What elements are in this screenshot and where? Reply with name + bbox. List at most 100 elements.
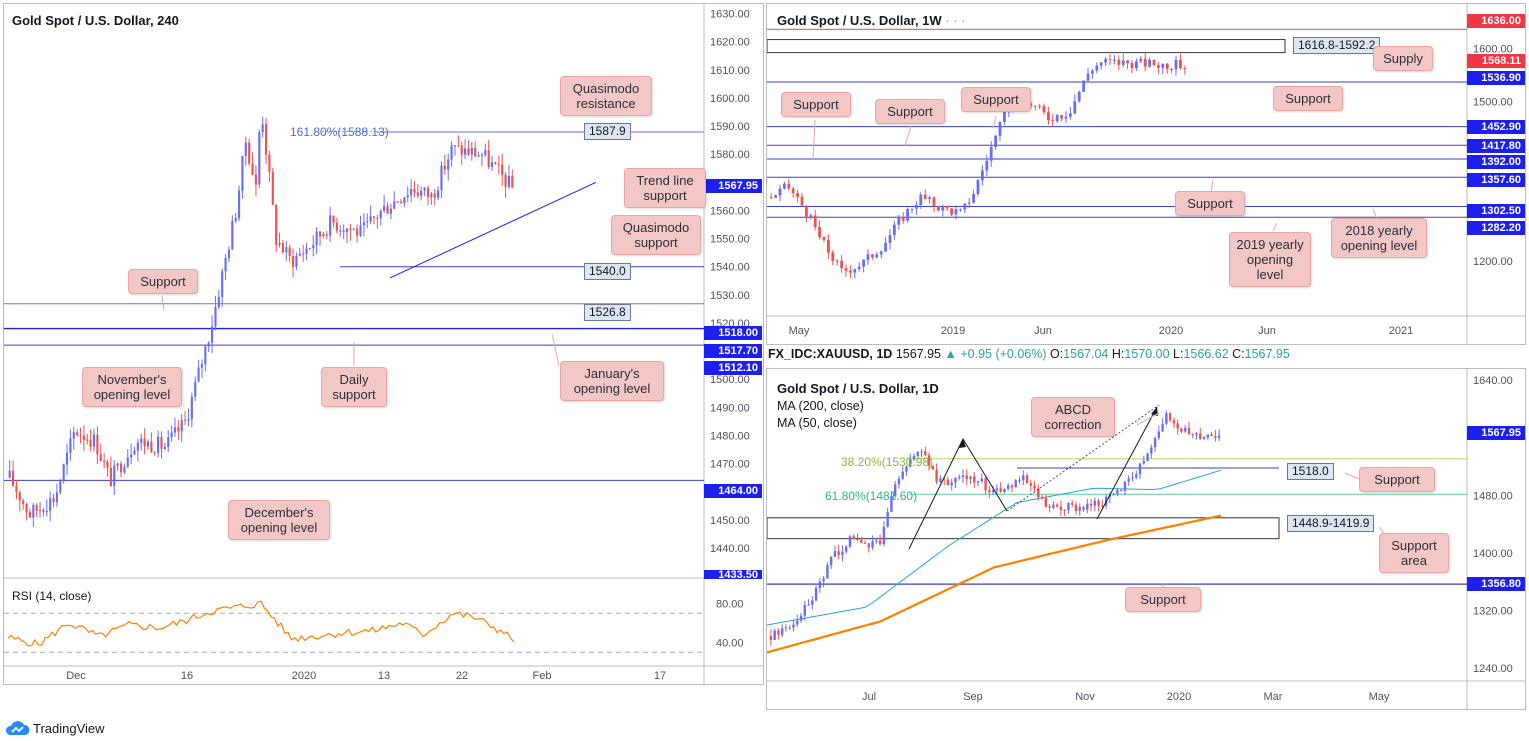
candle-240-candle <box>281 243 285 253</box>
candle-240-candle <box>221 271 224 297</box>
candle-daily-candle <box>991 490 995 493</box>
chart-daily-title: Gold Spot / U.S. Dollar, 1D <box>777 381 939 396</box>
candle-daily-candle <box>1180 428 1183 432</box>
candle-240-candle <box>153 452 156 454</box>
candle-daily-candle <box>1157 431 1161 439</box>
candle-weekly-candle <box>941 205 945 211</box>
candle-daily-candle <box>988 490 991 493</box>
title-dots: · · · <box>941 13 966 28</box>
candle-weekly-candle <box>972 194 976 203</box>
candle-weekly-candle <box>1152 59 1156 66</box>
candle-240-candle <box>278 243 281 245</box>
last-price-tag-weekly: 1568.11 <box>1467 54 1525 68</box>
candle-daily-candle <box>1014 480 1017 488</box>
candle-weekly-candle <box>928 197 932 200</box>
candle-240-candle <box>194 381 197 397</box>
candle-240-candle <box>399 202 403 204</box>
candle-240-candle <box>356 228 359 236</box>
callout-support-weekly-1: Support <box>781 92 851 117</box>
candle-weekly-candle <box>879 251 883 255</box>
candle-weekly-candle <box>857 266 861 270</box>
candle-240-candle <box>150 441 153 453</box>
x-tick-daily: May <box>1369 691 1390 703</box>
candle-240-candle <box>133 450 136 455</box>
level-label-1540: 1540.0 <box>584 263 631 280</box>
candle-240-candle <box>504 174 507 187</box>
candle-240-candle <box>140 438 143 443</box>
chart-weekly-title: Gold Spot / U.S. Dollar, 1W · · · <box>777 13 966 28</box>
chart-panel-240[interactable]: 1630.00 1620.00 1610.00 1600.00 1590.00 1580.… <box>3 3 764 685</box>
candle-daily-candle <box>1033 485 1036 489</box>
candle-240-candle <box>103 460 106 462</box>
candle-240-candle <box>173 427 177 433</box>
tradingview-logo[interactable]: TradingView <box>4 720 105 736</box>
chart-panel-weekly[interactable]: 1600.00 1500.00 1200.00 May 2019 Jun 2020 Jun 20… <box>766 3 1526 345</box>
chart-weekly-canvas[interactable]: 1600.00 1500.00 1200.00 May 2019 Jun 2020 Jun 20… <box>767 4 1525 344</box>
candle-weekly-candle <box>989 146 993 161</box>
callout-quasimodo-support: Quasimodo support <box>611 215 701 255</box>
support-zone-label: 1448.9-1419.9 <box>1287 515 1375 532</box>
candle-240-candle <box>25 503 28 513</box>
candle-weekly-candle <box>994 135 998 147</box>
candle-weekly-candle <box>1077 91 1081 102</box>
candle-daily-candle <box>1202 437 1206 440</box>
candle-daily-candle <box>1217 435 1221 438</box>
candle-weekly-candle <box>1170 69 1174 71</box>
candle-weekly-candle <box>791 188 795 194</box>
candle-240-candle <box>28 512 32 518</box>
candle-daily-candle <box>784 627 788 629</box>
candle-weekly-candle <box>1055 115 1059 122</box>
x-tick-weekly: 2019 <box>941 325 965 337</box>
candle-240-candle <box>167 437 170 447</box>
x-tick-weekly: May <box>789 325 810 337</box>
candle-240-candle <box>92 434 96 447</box>
candle-240-candle <box>342 230 345 233</box>
candle-240-candle <box>349 228 352 230</box>
candle-weekly-candle <box>1117 59 1121 65</box>
candle-240-candle <box>318 231 322 237</box>
candle-240-candle <box>501 164 504 175</box>
candle-daily-candle <box>1119 490 1123 492</box>
y-tick-240: 1530.00 <box>710 290 750 302</box>
candle-240-candle <box>258 132 261 185</box>
candle-daily-candle <box>1112 494 1115 496</box>
candle-240-candle <box>453 145 457 147</box>
chart-panel-daily[interactable]: 1640.00 1480.00 1400.00 1320.00 1240.00 Jul Se… <box>766 368 1526 710</box>
y-tick-240: 1540.00 <box>710 262 750 274</box>
candle-240-candle <box>383 205 386 211</box>
candle-240-candle <box>99 454 102 461</box>
candle-daily-candle <box>927 455 931 466</box>
candle-daily-candle <box>1168 413 1172 421</box>
candle-240-candle <box>55 492 58 503</box>
callout-2019-yearly-opening-level: 2019 yearly opening level <box>1229 232 1311 287</box>
candle-240-candle <box>275 204 278 245</box>
chart-daily-canvas[interactable]: 1640.00 1480.00 1400.00 1320.00 1240.00 Jul Se… <box>767 369 1525 709</box>
candle-weekly-candle <box>1104 59 1108 63</box>
candle-weekly-candle <box>1051 120 1055 122</box>
candle-weekly-candle <box>1174 59 1178 70</box>
y-tick-240: 1580.00 <box>710 149 750 161</box>
candle-weekly-candle <box>1099 62 1103 66</box>
ohlc-low-key: L: <box>1173 347 1184 361</box>
callout-support-240: Support <box>128 269 198 294</box>
candle-weekly-candle <box>1134 61 1138 69</box>
level-tag-1517-70: 1517.70 <box>704 344 762 358</box>
candle-daily-candle <box>788 627 791 629</box>
candle-240-candle <box>362 222 365 226</box>
candle-240-candle <box>467 148 470 155</box>
y-tick-240: 1630.00 <box>710 9 750 21</box>
candle-daily-candle <box>961 475 965 477</box>
x-tick-daily: Jul <box>862 691 876 703</box>
legend-ma200: MA (200, close) <box>777 399 864 413</box>
candle-daily-candle <box>1048 506 1051 508</box>
x-tick-daily: 2020 <box>1167 691 1191 703</box>
candle-daily-candle <box>875 540 878 542</box>
candle-240-candle <box>204 346 207 365</box>
candle-weekly-candle <box>967 202 971 204</box>
callout-pointer <box>1344 472 1360 480</box>
candle-240-candle <box>187 419 190 421</box>
candle-daily-candle <box>969 476 972 480</box>
candle-weekly-candle <box>804 205 808 217</box>
candle-daily-candle <box>780 628 784 635</box>
callout-pointer <box>1272 222 1278 232</box>
